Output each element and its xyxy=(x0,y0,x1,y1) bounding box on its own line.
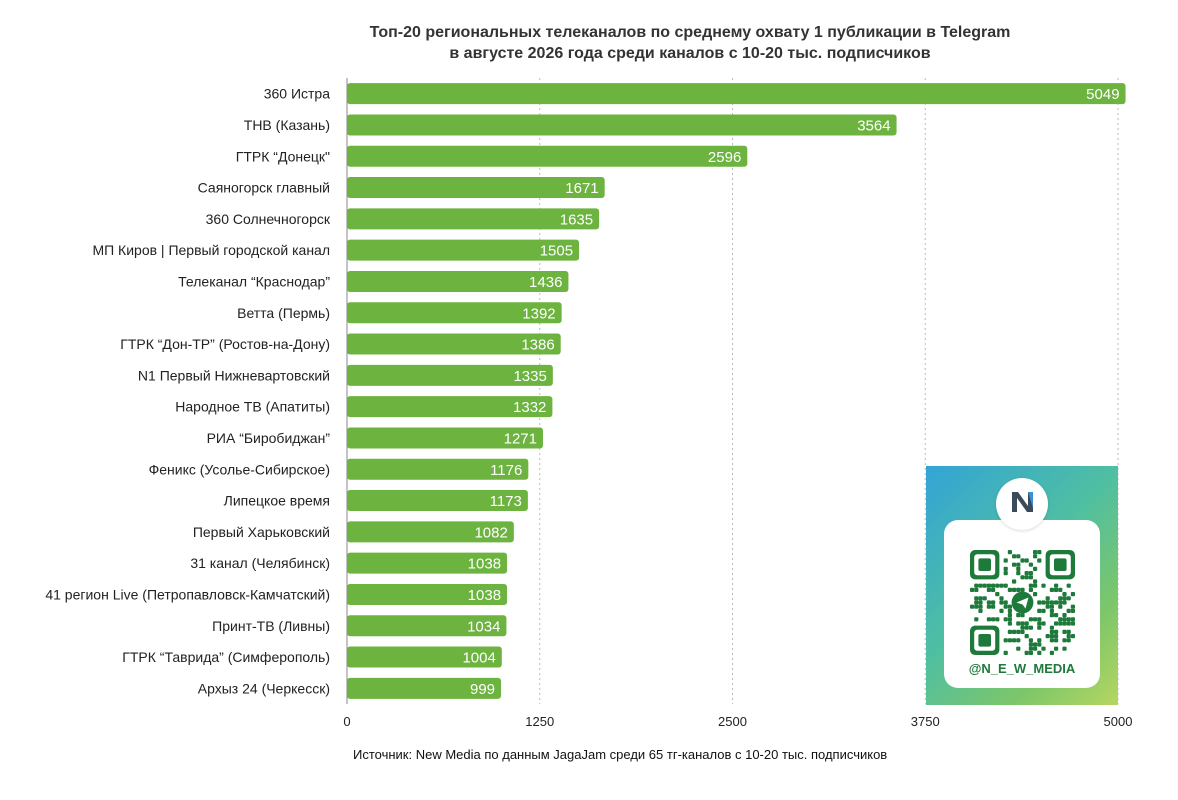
bar xyxy=(347,114,897,136)
x-tick-label: 3750 xyxy=(911,714,940,729)
category-label: N1 Первый Нижневартовский xyxy=(138,367,330,383)
category-label: Саяногорск главный xyxy=(198,180,330,196)
category-label: ГТРК “Донецк" xyxy=(236,148,330,164)
bar xyxy=(347,458,529,480)
x-tick-label: 5000 xyxy=(1104,714,1133,729)
bar-value-label: 1173 xyxy=(490,493,522,510)
bar-value-label: 1386 xyxy=(521,337,554,354)
category-label: Принт-ТВ (Ливны) xyxy=(212,618,330,634)
bar-value-label: 1082 xyxy=(474,524,507,541)
category-label: МП Киров | Первый городской канал xyxy=(92,242,330,258)
x-tick-label: 0 xyxy=(343,714,350,729)
chart-title-line2: в августе 2026 года среди каналов с 10-2… xyxy=(449,45,931,62)
bar-value-label: 1332 xyxy=(513,399,546,416)
chart-title-line1: Топ-20 региональных телеканалов по средн… xyxy=(369,24,1011,41)
category-label: 360 Истра xyxy=(264,86,331,102)
bar xyxy=(347,83,1126,105)
bar xyxy=(347,615,507,637)
bar-value-label: 5049 xyxy=(1086,86,1119,103)
bar xyxy=(347,646,502,668)
new-media-logo-mark xyxy=(1012,492,1033,512)
bar-value-label: 1038 xyxy=(468,556,501,573)
category-label: Архыз 24 (Черкесск) xyxy=(198,680,330,696)
bar-value-label: 1038 xyxy=(468,587,501,604)
bar-value-label: 1436 xyxy=(529,274,562,291)
bar xyxy=(347,208,600,230)
bar-value-label: 1392 xyxy=(522,305,555,322)
bar-value-label: 1635 xyxy=(560,211,593,228)
bar-value-label: 1271 xyxy=(504,430,537,447)
bar-value-label: 1335 xyxy=(513,368,546,385)
category-label: 31 канал (Челябинск) xyxy=(190,555,330,571)
category-label: Феникс (Усолье-Сибирское) xyxy=(149,461,330,477)
category-label: ГТРК “Дон-ТР” (Ростов-на-Дону) xyxy=(120,336,330,352)
qr-card[interactable]: @N_E_W_MEDIA xyxy=(944,520,1100,688)
bar xyxy=(347,521,514,543)
bar xyxy=(347,364,553,386)
category-label: РИА “Биробиджан” xyxy=(207,430,331,446)
bar-value-label: 1505 xyxy=(540,243,573,260)
chart-title: Топ-20 региональных телеканалов по средн… xyxy=(0,22,1080,64)
bar xyxy=(347,583,508,605)
bar xyxy=(347,270,569,292)
category-label: Липецкое время xyxy=(224,493,330,509)
bar xyxy=(347,239,580,261)
category-label: ГТРК “Таврида” (Симферополь) xyxy=(122,649,330,665)
category-label: 360 Солнечногорск xyxy=(206,211,331,227)
bar xyxy=(347,396,553,418)
bar-value-label: 1671 xyxy=(565,180,598,197)
bar xyxy=(347,427,543,449)
bar xyxy=(347,677,502,699)
bar xyxy=(347,552,508,574)
category-label: ТНВ (Казань) xyxy=(244,117,330,133)
category-label: 41 регион Live (Петропавловск-Камчатский… xyxy=(45,586,330,602)
bar xyxy=(347,333,561,355)
category-label: Ветта (Пермь) xyxy=(237,305,330,321)
bar-value-label: 1004 xyxy=(462,650,495,667)
x-tick-label: 2500 xyxy=(718,714,747,729)
bar-value-label: 3564 xyxy=(857,117,890,134)
bar-value-label: 1176 xyxy=(490,462,522,479)
bar-value-label: 1034 xyxy=(467,618,500,635)
bar xyxy=(347,490,528,512)
bar-value-label: 2596 xyxy=(708,149,741,166)
bar xyxy=(347,177,605,199)
category-label: Народное ТВ (Апатиты) xyxy=(175,399,330,415)
bar xyxy=(347,145,748,167)
category-label: Первый Харьковский xyxy=(193,524,330,540)
category-label: Телеканал “Краснодар” xyxy=(178,273,330,289)
qr-promo-panel[interactable]: @N_E_W_MEDIA xyxy=(926,466,1118,705)
qr-handle-label: @N_E_W_MEDIA xyxy=(968,661,1076,676)
bar xyxy=(347,302,562,324)
source-note: Источник: New Media по данным JagaJam ср… xyxy=(353,747,888,762)
new-media-logo xyxy=(996,478,1048,530)
bar-value-label: 999 xyxy=(470,681,495,698)
qr-code-icon xyxy=(970,550,1075,655)
x-tick-label: 1250 xyxy=(525,714,554,729)
